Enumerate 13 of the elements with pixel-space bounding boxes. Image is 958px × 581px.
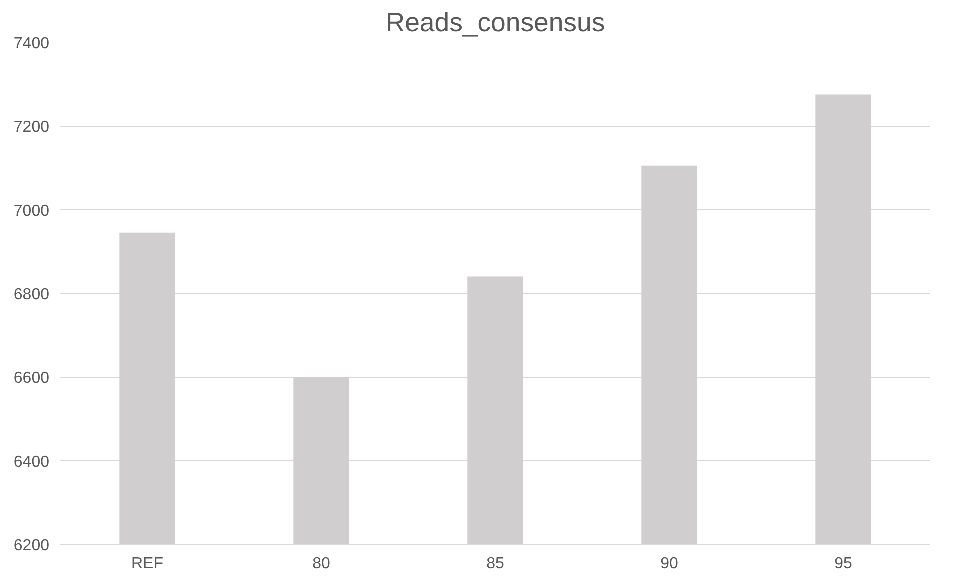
y-tick-label: 6200 bbox=[14, 538, 50, 554]
x-tick-label: 85 bbox=[486, 556, 504, 572]
y-tick-label: 7400 bbox=[14, 36, 50, 52]
y-tick-label: 6400 bbox=[14, 454, 50, 471]
x-tick-label: 95 bbox=[834, 556, 852, 572]
x-tick-label: 80 bbox=[312, 556, 330, 572]
y-tick-label: 7200 bbox=[14, 119, 50, 136]
x-tick-label: 90 bbox=[660, 556, 678, 572]
y-tick-label: 6600 bbox=[14, 370, 50, 388]
y-tick-label: 7000 bbox=[14, 202, 50, 220]
chart-title: Reads_consensus bbox=[386, 8, 606, 38]
x-tick-label: REF bbox=[132, 556, 164, 572]
y-tick-label: 6800 bbox=[14, 286, 50, 304]
